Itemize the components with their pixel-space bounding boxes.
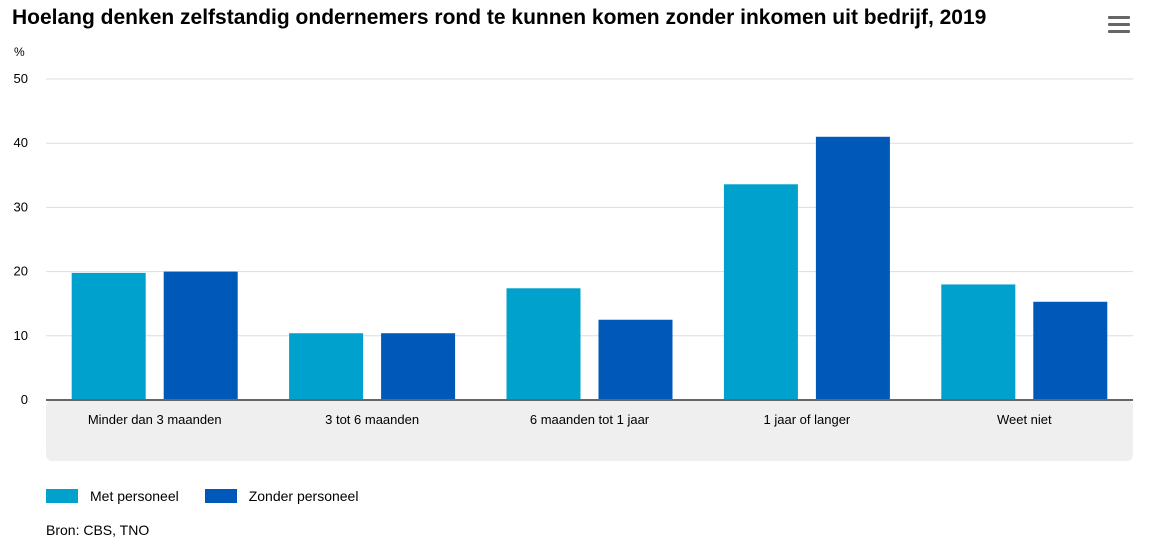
x-tick-label: 6 maanden tot 1 jaar [530,412,650,427]
y-axis-unit: % [14,45,25,59]
bars [71,136,1108,400]
y-axis-ticks: 0 10 20 30 40 50 [14,71,28,407]
chart-title: Hoelang denken zelfstandig ondernemers r… [12,6,987,29]
x-tick-label: 1 jaar of langer [764,412,851,427]
x-tick-label: 3 tot 6 maanden [325,412,419,427]
bar-zonder-personeel[interactable] [598,319,673,400]
bar-met-personeel[interactable] [723,184,798,400]
legend-swatch-zonder-personeel [204,489,237,503]
x-axis-labels: Minder dan 3 maanden 3 tot 6 maanden 6 maa… [88,412,1052,427]
bar-zonder-personeel[interactable] [1033,301,1108,400]
category-label-band [46,400,1133,461]
bar-zonder-personeel[interactable] [815,136,890,400]
bar-zonder-personeel[interactable] [163,271,238,400]
bar-met-personeel[interactable] [289,333,364,400]
y-tick-label: 30 [14,199,28,214]
y-tick-label: 50 [14,71,28,86]
legend-item-met-personeel[interactable]: Met personeel [46,488,179,504]
bar-met-personeel[interactable] [71,272,146,400]
bar-zonder-personeel[interactable] [381,333,456,400]
x-tick-label: Minder dan 3 maanden [88,412,222,427]
legend-swatch-met-personeel [46,489,78,503]
bar-met-personeel[interactable] [506,288,581,400]
bar-chart: 0 10 20 30 40 50 % Minder dan 3 maanden 3 tot … [14,45,1133,461]
y-tick-label: 40 [14,135,28,150]
x-tick-label: Weet niet [997,412,1052,427]
y-tick-label: 0 [21,392,28,407]
legend-label-met-personeel: Met personeel [90,488,179,504]
legend-item-zonder-personeel[interactable]: Zonder personeel [204,488,359,504]
y-tick-label: 10 [14,328,28,343]
source-note: Bron: CBS, TNO [46,522,150,538]
legend: Met personeel Zonder personeel [46,488,384,504]
legend-label-zonder-personeel: Zonder personeel [248,488,359,504]
y-tick-label: 20 [14,264,28,279]
bar-met-personeel[interactable] [941,284,1016,400]
hamburger-menu-icon[interactable] [1108,16,1130,34]
